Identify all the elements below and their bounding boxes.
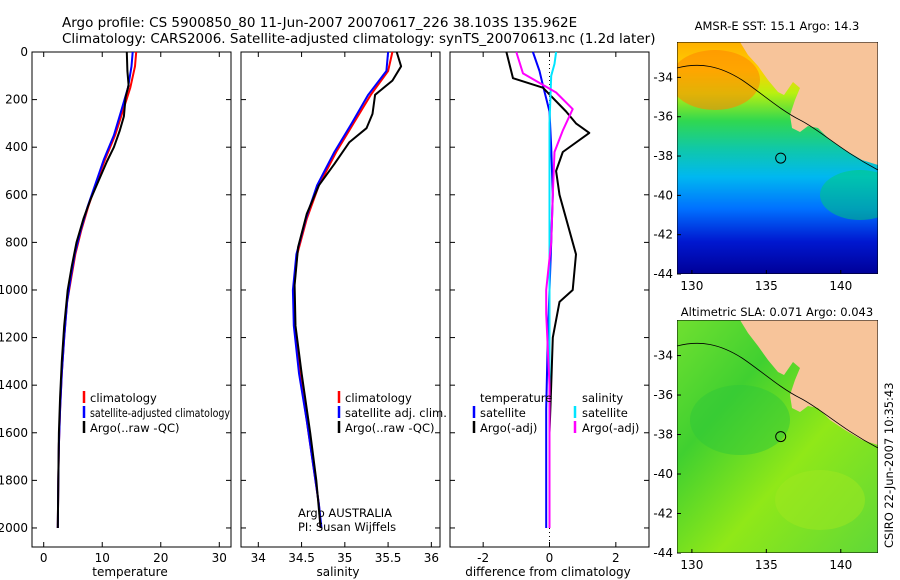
map-y-tick-label: -36 [653, 110, 673, 124]
legend-label-sal-argo: Argo(-adj) [582, 421, 639, 435]
x-tick-label: 34.5 [288, 551, 315, 565]
legend-label-climatology: climatology [345, 391, 412, 405]
legend-label-climatology: climatology [90, 391, 157, 405]
sla-patch-2 [775, 470, 865, 530]
y-tick-label: 1400 [0, 378, 28, 392]
difference-legend: temperature satellite Argo(-adj) salinit… [472, 391, 639, 435]
credit-line2: PI: Susan Wijffels [298, 520, 396, 534]
sst-profile-marker [775, 152, 787, 164]
legend-label-temp-argo: Argo(-adj) [480, 421, 537, 435]
salinity-xlabel: salinity [316, 565, 359, 579]
map-y-tick-label: -40 [653, 467, 673, 481]
x-tick-label: 10 [95, 551, 110, 565]
map-y-tick-label: -36 [653, 388, 673, 402]
series-line-satellite-adj-clim- [291, 51, 390, 529]
legend-label-satellite-adjusted: satellite-adjusted climatology [90, 406, 230, 420]
map-y-tick-label: -44 [653, 267, 673, 281]
x-tick-label: 2 [612, 551, 620, 565]
figure-title-line1: Argo profile: CS 5900850_80 11-Jun-2007 … [62, 15, 577, 31]
legend-title-salinity: salinity [582, 391, 623, 405]
y-tick-label: 0 [20, 45, 28, 59]
x-tick-label: 20 [153, 551, 168, 565]
temperature-xlabel: temperature [92, 565, 167, 579]
salinity-legend: climatology satellite adj. clim. Argo(..… [337, 391, 447, 435]
map-y-tick-label: -38 [653, 428, 673, 442]
y-tick-label: 200 [5, 93, 28, 107]
credit-line1: Argo AUSTRALIA [298, 506, 392, 520]
sla-map-title: Altimetric SLA: 0.071 Argo: 0.043 [681, 305, 873, 319]
sst-map [677, 42, 878, 274]
sla-patch-1 [690, 385, 790, 455]
y-tick-label: 1200 [0, 331, 28, 345]
map-y-tick-label: -34 [653, 349, 673, 363]
x-tick-label: 34 [251, 551, 266, 565]
difference-xlabel: difference from climatology [465, 565, 631, 579]
map-x-tick-label: 130 [680, 558, 703, 572]
map-y-tick-label: -42 [653, 228, 673, 242]
legend-label-temp-satellite: satellite [480, 406, 526, 420]
series-line-argo-raw-qc- [56, 51, 130, 529]
figure-title-line2: Climatology: CARS2006. Satellite-adjuste… [62, 31, 655, 47]
x-tick-label: 30 [212, 551, 227, 565]
series-line-argo-raw-qc- [293, 51, 403, 529]
legend-label-argo: Argo(..raw -QC) [345, 421, 435, 435]
temperature-legend: climatology satellite-adjusted climatolo… [82, 391, 230, 435]
map-x-tick-label: 130 [680, 279, 703, 293]
y-tick-label: 400 [5, 140, 28, 154]
sst-map-title: AMSR-E SST: 15.1 Argo: 14.3 [695, 19, 860, 33]
temperature-plot-frame [31, 51, 232, 548]
y-tick-label: 2000 [0, 521, 28, 535]
series-line-climatology [292, 51, 394, 529]
x-tick-label: 36 [424, 551, 439, 565]
map-x-tick-label: 140 [829, 279, 852, 293]
y-tick-label: 1000 [0, 283, 28, 297]
sst-warm-patch [677, 50, 760, 110]
legend-title-temperature: temperature [480, 391, 552, 405]
map-x-tick-label: 135 [755, 279, 778, 293]
sla-land [740, 320, 878, 445]
x-tick-label: 35 [337, 551, 352, 565]
x-tick-label: 35.5 [375, 551, 402, 565]
sst-land [740, 42, 878, 165]
timestamp: CSIRO 22-Jun-2007 10:35:43 [882, 382, 896, 548]
legend-label-satellite-adj: satellite adj. clim. [345, 406, 447, 420]
map-y-tick-label: -44 [653, 546, 673, 560]
x-tick-label: 0 [546, 551, 554, 565]
salinity-plot-frame [240, 51, 441, 548]
legend-label-argo: Argo(..raw -QC) [90, 421, 180, 435]
map-y-tick-label: -34 [653, 70, 673, 84]
sst-shelf-contour [677, 64, 878, 171]
map-x-tick-label: 135 [755, 558, 778, 572]
map-x-tick-label: 140 [829, 558, 852, 572]
y-tick-label: 800 [5, 235, 28, 249]
map-y-tick-label: -40 [653, 188, 673, 202]
map-y-tick-label: -42 [653, 507, 673, 521]
y-tick-label: 1800 [0, 473, 28, 487]
sla-shelf-contour [677, 342, 878, 449]
sla-map [677, 320, 878, 553]
y-tick-label: 1600 [0, 426, 28, 440]
sst-cool-patch [820, 170, 878, 220]
legend-label-sal-satellite: satellite [582, 406, 628, 420]
y-tick-label: 600 [5, 188, 28, 202]
x-tick-label: 0 [40, 551, 48, 565]
series-line-temperature-argo-adj- [505, 51, 591, 528]
sla-profile-marker [775, 431, 787, 443]
map-y-tick-label: -38 [653, 149, 673, 163]
series-line-salinity-argo-adj- [515, 51, 574, 528]
x-tick-label: -2 [477, 551, 489, 565]
